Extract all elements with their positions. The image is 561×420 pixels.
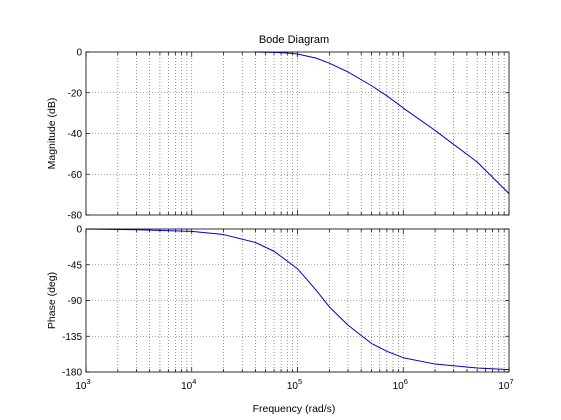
plot-frame	[85, 228, 510, 373]
y-axis-label-2: Phase (deg)	[46, 272, 58, 329]
y-tick-label: -40	[68, 129, 83, 140]
y-tick-label: -135	[62, 332, 82, 343]
y-tick-label: -60	[68, 170, 83, 181]
y-tick-label: -20	[68, 88, 83, 99]
x-tick-label: 103	[75, 377, 90, 392]
y-tick-label: -80	[68, 211, 83, 222]
y-tick-label: -90	[68, 296, 83, 307]
x-tick-label: 104	[181, 377, 196, 392]
y-tick-label: -45	[68, 260, 83, 271]
y-tick-label: 0	[76, 225, 82, 236]
y-axis-label-1: Magnitude (dB)	[46, 98, 58, 170]
x-tick-label: 106	[393, 377, 408, 392]
plot-area	[86, 229, 509, 372]
y-tick-label: 0	[76, 48, 82, 59]
panel-1: 0 -20 -40 -60 -80 Magnitude (dB)	[46, 48, 510, 222]
y-tick-label: -180	[62, 368, 82, 379]
x-tick-label: 107	[498, 377, 513, 392]
x-axis-label: Frequency (rad/s)	[253, 403, 336, 415]
bode-panels: 0 -20 -40 -60 -80 Magnitude (dB) 0 -45 -90 -135 -1…	[46, 48, 514, 393]
series-line-1	[255, 51, 510, 194]
series-line-1	[85, 228, 510, 371]
panel-2: 0 -45 -90 -135 -180 Phase (deg)	[46, 225, 510, 379]
chart-title: Bode Diagram	[259, 34, 329, 46]
plot-frame	[85, 51, 510, 216]
x-tick-label: 105	[287, 377, 302, 392]
